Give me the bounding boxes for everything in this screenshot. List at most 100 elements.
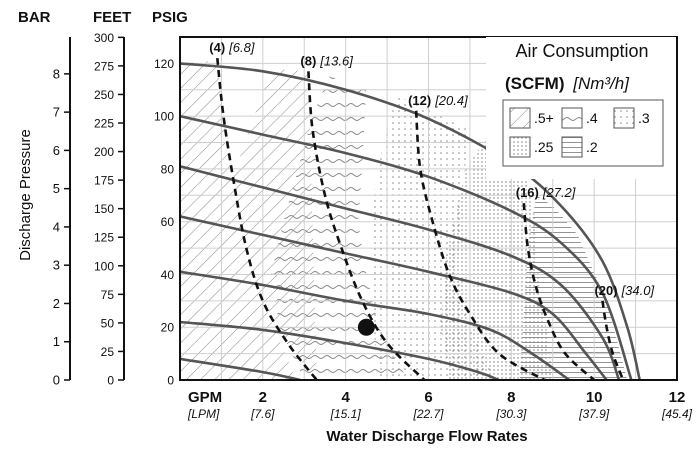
y-axis-title: Discharge Pressure bbox=[17, 129, 34, 261]
x-tick-label: 6 bbox=[424, 389, 432, 406]
performance-curves bbox=[180, 62, 641, 380]
region-diagonal bbox=[180, 60, 296, 380]
air-consumption-label: (8) [13.6] bbox=[300, 53, 353, 68]
x-unit-primary: GPM bbox=[188, 389, 222, 406]
bar-tick-label: 1 bbox=[53, 334, 60, 349]
bar-tick-label: 7 bbox=[53, 105, 60, 120]
bar-tick-label: 4 bbox=[53, 219, 60, 234]
legend-swatch-dotted bbox=[613, 107, 635, 129]
air-consumption-label: (20) [34.0] bbox=[594, 283, 654, 298]
feet-tick-label: 0 bbox=[107, 374, 114, 388]
bar-tick-label: 6 bbox=[53, 143, 60, 158]
air-consumption-label-metric: [6.8] bbox=[228, 40, 255, 55]
region-wavy bbox=[271, 76, 408, 380]
legend-label: .4 bbox=[586, 110, 598, 126]
feet-tick-label: 300 bbox=[94, 31, 114, 45]
psig-tick-label: 80 bbox=[161, 162, 175, 176]
air-consumption-dashed-line bbox=[601, 300, 625, 380]
feet-axis-title: FEET bbox=[93, 9, 131, 26]
bar-tick-group: 0 1 2 3 4 5 6 7 8 bbox=[53, 66, 70, 388]
performance-curve-line bbox=[180, 320, 500, 380]
performance-curve-line bbox=[180, 270, 571, 380]
air-consumption-label-metric: [13.6] bbox=[319, 53, 353, 68]
air-consumption-dashed-line bbox=[522, 203, 596, 380]
air-curve-labels: (4) [6.8] (8) [13.6] (12) [20.4] (16) [27.2] (20… bbox=[209, 40, 654, 298]
feet-tick-group: 0 25 50 75 100 125 150 175 200 225 250 275 300 bbox=[94, 31, 124, 388]
psig-axis-title: PSIG bbox=[152, 9, 188, 26]
air-consumption-label-scfm: (12) bbox=[408, 93, 431, 108]
psig-tick-label: 0 bbox=[167, 374, 174, 388]
legend-title: Air Consumption bbox=[515, 41, 648, 61]
air-consumption-label-metric: [20.4] bbox=[434, 93, 468, 108]
bar-axis-title: BAR bbox=[18, 9, 51, 26]
x-tick-lpm-label: [37.9] bbox=[578, 407, 610, 421]
legend-subtitle-metric: [Nm³/h] bbox=[572, 74, 630, 93]
psig-tick-label: 60 bbox=[161, 215, 175, 229]
air-consumption-label-scfm: (8) bbox=[300, 53, 316, 68]
x-tick-lpm-label: [30.3] bbox=[495, 407, 527, 421]
x-tick-lpm-label: [22.7] bbox=[412, 407, 444, 421]
x-tick-label: 12 bbox=[669, 389, 686, 406]
legend: Air Consumption (SCFM) [Nm³/h] .5+ .4 .3 .2… bbox=[486, 37, 676, 179]
air-consumption-label: (16) [27.2] bbox=[516, 185, 576, 200]
plot-frame bbox=[179, 36, 678, 381]
x-tick-lpm-label: [15.1] bbox=[330, 407, 362, 421]
legend-swatch-diagonal bbox=[509, 107, 531, 129]
air-consumption-label: (4) [6.8] bbox=[209, 40, 255, 55]
legend-swatch-dense-dots bbox=[509, 136, 531, 158]
feet-tick-label: 200 bbox=[94, 145, 114, 159]
performance-curve-line bbox=[180, 357, 301, 380]
psig-tick-label: 120 bbox=[154, 57, 174, 71]
x-tick-label: 10 bbox=[586, 389, 603, 406]
bar-tick-label: 5 bbox=[53, 181, 60, 196]
psig-tick-label: 20 bbox=[161, 321, 175, 335]
air-consumption-dashed-line bbox=[307, 71, 426, 380]
x-tick-group: 2[7.6] 4[15.1] 6[22.7] 8[30.3] 10[37.9] 12[45… bbox=[250, 389, 693, 421]
psig-tick-group: 0 20 40 60 80 100 120 bbox=[154, 57, 174, 388]
x-tick-label: 2 bbox=[259, 389, 267, 406]
legend-subtitle: (SCFM) [Nm³/h] bbox=[505, 74, 630, 93]
legend-items: .5+ .4 .3 .25 .2 bbox=[509, 107, 650, 158]
legend-swatch-wavy bbox=[561, 107, 583, 129]
bar-tick-label: 3 bbox=[53, 258, 60, 273]
air-consumption-label-scfm: (16) bbox=[516, 185, 539, 200]
feet-tick-label: 150 bbox=[94, 202, 114, 216]
legend-label: .5+ bbox=[534, 110, 554, 126]
feet-tick-label: 100 bbox=[94, 259, 114, 273]
air-consumption-label-metric: [27.2] bbox=[542, 185, 576, 200]
x-axis: GPM [LPM] 2[7.6]4[15.1]6[22.7]8[30.3]10[… bbox=[187, 389, 693, 445]
feet-tick-label: 225 bbox=[94, 117, 114, 131]
air-consumption-label-scfm: (20) bbox=[594, 283, 617, 298]
psig-tick-label: 100 bbox=[154, 110, 174, 124]
feet-tick-label: 125 bbox=[94, 231, 114, 245]
feet-tick-label: 250 bbox=[94, 88, 114, 102]
x-tick-lpm-label: [45.4] bbox=[661, 407, 693, 421]
air-consumption-label-metric: [34.0] bbox=[621, 283, 655, 298]
performance-curve-line bbox=[180, 114, 633, 380]
air-consumption-curves bbox=[216, 57, 625, 380]
performance-curve-line bbox=[180, 215, 608, 380]
legend-label: .2 bbox=[586, 139, 598, 155]
legend-swatch-horizontal bbox=[561, 136, 583, 158]
feet-tick-label: 275 bbox=[94, 59, 114, 73]
x-tick-label: 8 bbox=[507, 389, 515, 406]
x-unit-secondary: [LPM] bbox=[187, 407, 220, 421]
legend-label: .25 bbox=[534, 139, 554, 155]
feet-tick-label: 75 bbox=[101, 288, 115, 302]
air-consumption-label-scfm: (4) bbox=[209, 40, 225, 55]
x-tick-lpm-label: [7.6] bbox=[250, 407, 275, 421]
x-tick-label: 4 bbox=[341, 389, 350, 406]
legend-subtitle-unit: (SCFM) bbox=[505, 74, 564, 93]
feet-tick-label: 25 bbox=[101, 345, 115, 359]
bar-tick-label: 2 bbox=[53, 296, 60, 311]
operating-point-group bbox=[357, 318, 375, 336]
psig-tick-label: 40 bbox=[161, 268, 175, 282]
legend-label: .3 bbox=[638, 110, 650, 126]
performance-curve-line bbox=[180, 165, 621, 380]
air-consumption-label: (12) [20.4] bbox=[408, 93, 468, 108]
air-consumption-regions bbox=[180, 60, 628, 380]
operating-point-marker bbox=[357, 318, 375, 336]
bar-tick-label: 8 bbox=[53, 66, 60, 81]
